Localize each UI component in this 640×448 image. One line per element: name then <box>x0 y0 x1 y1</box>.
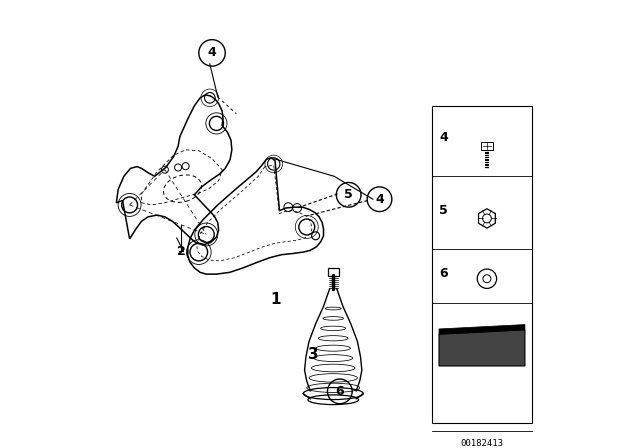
Bar <box>433 106 532 423</box>
Text: 5: 5 <box>344 188 353 201</box>
Bar <box>328 268 339 276</box>
Polygon shape <box>439 324 525 334</box>
Text: 2: 2 <box>177 245 186 258</box>
Text: 00182413: 00182413 <box>460 439 504 448</box>
Polygon shape <box>439 330 525 366</box>
Text: 6: 6 <box>439 267 447 280</box>
Bar <box>481 142 493 150</box>
Text: 3: 3 <box>308 347 319 362</box>
Text: 4: 4 <box>207 47 216 60</box>
Text: 1: 1 <box>271 292 281 307</box>
Text: 4: 4 <box>375 193 384 206</box>
Text: 5: 5 <box>439 204 448 217</box>
Text: 4: 4 <box>439 131 448 144</box>
Text: 6: 6 <box>335 385 344 398</box>
